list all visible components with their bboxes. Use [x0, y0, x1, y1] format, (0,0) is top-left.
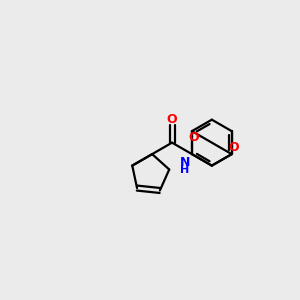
Text: H: H: [180, 165, 189, 175]
Text: O: O: [228, 141, 238, 154]
Text: N: N: [179, 156, 190, 169]
Text: O: O: [167, 113, 177, 126]
Text: O: O: [188, 131, 199, 144]
